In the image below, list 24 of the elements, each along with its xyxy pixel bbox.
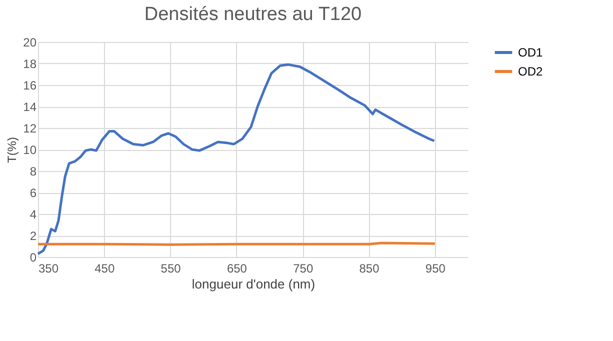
x-tick-label: 650 (226, 262, 248, 276)
x-tick-label: 450 (94, 262, 115, 276)
y-tick-label: 12 (23, 122, 37, 136)
x-tick-label: 550 (160, 262, 182, 276)
x-tick-label: 950 (425, 262, 446, 276)
y-tick-label: 4 (30, 208, 37, 222)
x-tick-label: 850 (359, 262, 380, 276)
y-tick-label: 10 (23, 143, 37, 157)
y-tick-label: 14 (23, 100, 37, 114)
y-tick-label: 2 (30, 229, 37, 243)
legend-label: OD2 (518, 64, 543, 78)
x-tick-label: 350 (38, 262, 59, 276)
x-tick-label: 750 (293, 262, 314, 276)
chart-title: Densités neutres au T120 (144, 4, 362, 25)
y-tick-label: 0 (30, 250, 37, 264)
y-tick-label: 16 (23, 78, 37, 92)
y-tick-label: 8 (30, 164, 37, 178)
y-tick-label: 6 (30, 186, 37, 200)
y-axis-title: T(%) (5, 137, 20, 163)
y-tick-label: 18 (23, 57, 37, 71)
legend-label: OD1 (518, 46, 543, 60)
line-series (36, 63, 436, 256)
y-tick-label: 20 (23, 36, 37, 50)
x-axis-title: longueur d'onde (nm) (192, 276, 316, 292)
